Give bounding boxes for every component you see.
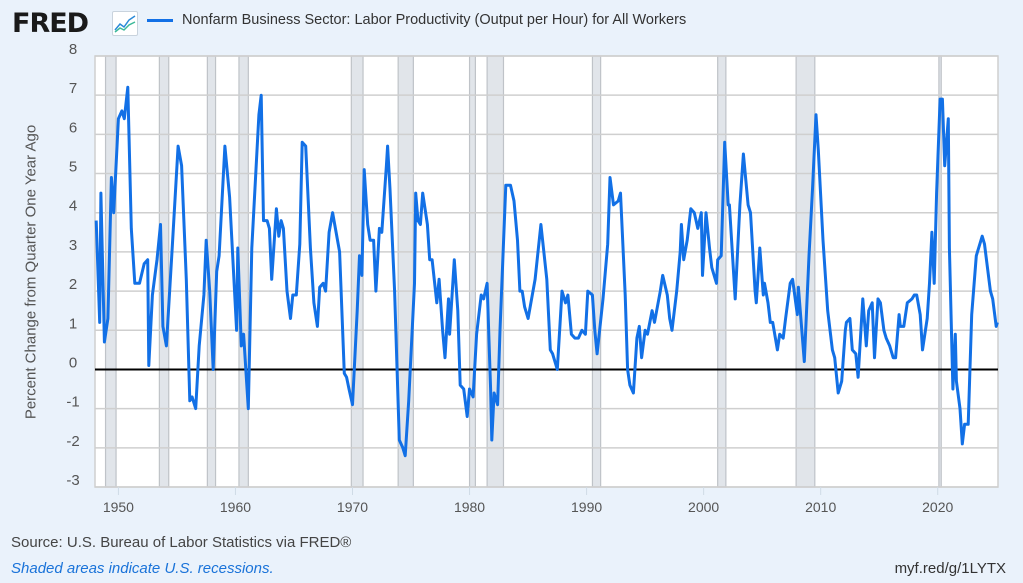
legend-series-label: Nonfarm Business Sector: Labor Productiv… — [182, 12, 687, 28]
x-tick-label: 1960 — [220, 499, 251, 515]
x-tick-label: 2000 — [688, 499, 719, 515]
recession-band — [468, 55, 476, 488]
y-tick-label: -1 — [66, 394, 79, 411]
recession-band — [717, 55, 727, 488]
y-tick-label: -3 — [66, 472, 79, 489]
y-tick-label: 5 — [69, 159, 77, 176]
source-note: Source: U.S. Bureau of Labor Statistics … — [11, 534, 352, 551]
recession-band — [795, 55, 816, 488]
y-tick-label: 0 — [69, 354, 77, 371]
x-tick-label: 1980 — [454, 499, 485, 515]
x-tick-label: 1950 — [103, 499, 134, 515]
x-tick-label: 2020 — [922, 499, 953, 515]
y-tick-label: 1 — [69, 315, 77, 332]
x-tick-label: 1970 — [337, 499, 368, 515]
y-tick-label: 6 — [69, 119, 77, 136]
recession-note: Shaded areas indicate U.S. recessions. — [11, 560, 274, 577]
y-tick-label: 7 — [69, 80, 77, 97]
plot-border — [94, 55, 999, 488]
x-tick-label: 2010 — [805, 499, 836, 515]
chart-legend: Nonfarm Business Sector: Labor Productiv… — [147, 12, 686, 28]
y-tick-label: 2 — [69, 276, 77, 293]
series-line-labor-productivity — [94, 85, 999, 458]
recession-band — [397, 55, 414, 488]
legend-line-swatch — [147, 18, 173, 22]
y-tick-label: 4 — [69, 198, 77, 215]
recession-band — [104, 55, 117, 488]
y-tick-label: 3 — [69, 237, 77, 254]
recession-band — [591, 55, 602, 488]
line-chart-icon[interactable] — [112, 11, 138, 36]
short-url-link[interactable]: myf.red/g/1LYTX — [894, 560, 1006, 577]
fred-logo[interactable]: FRED — [12, 8, 89, 39]
y-tick-label: 8 — [69, 41, 77, 58]
x-tick-label: 1990 — [571, 499, 602, 515]
recession-band — [238, 55, 249, 488]
y-tick-label: -2 — [66, 433, 79, 450]
